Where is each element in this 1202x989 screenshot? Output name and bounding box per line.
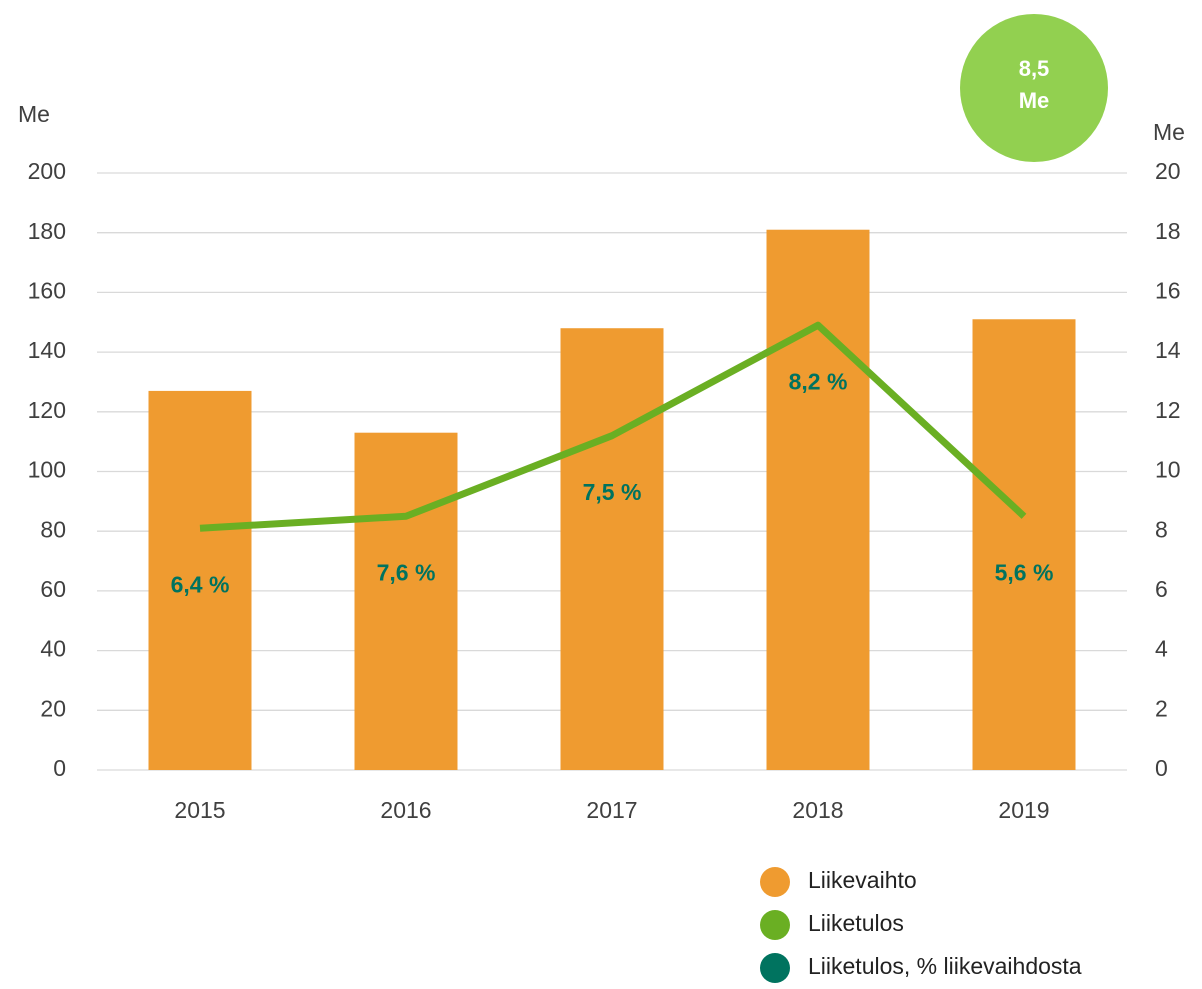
- bar: [354, 432, 458, 770]
- y2-axis-label: Me: [1153, 119, 1185, 145]
- y2-tick-label: 0: [1155, 755, 1168, 781]
- annotation-text: 8,5: [1019, 56, 1050, 81]
- y2-tick-label: 2: [1155, 695, 1168, 721]
- y-tick-label: 180: [28, 218, 66, 244]
- data-label: 6,4 %: [171, 571, 230, 597]
- data-label: 8,2 %: [789, 368, 848, 394]
- y-tick-label: 200: [28, 158, 66, 184]
- legend-marker: [760, 910, 790, 940]
- y-tick-label: 140: [28, 337, 66, 363]
- y-tick-label: 60: [40, 576, 66, 602]
- x-tick-label: 2016: [380, 797, 431, 823]
- y2-tick-label: 12: [1155, 397, 1181, 423]
- y2-tick-label: 18: [1155, 218, 1181, 244]
- legend-label: Liiketulos, % liikevaihdosta: [808, 953, 1082, 979]
- data-label: 7,5 %: [583, 479, 642, 505]
- y2-tick-label: 16: [1155, 277, 1181, 303]
- y-tick-label: 160: [28, 277, 66, 303]
- y2-tick-label: 6: [1155, 576, 1168, 602]
- legend-label: Liikevaihto: [808, 867, 917, 893]
- data-label: 7,6 %: [377, 559, 436, 585]
- y2-tick-label: 4: [1155, 636, 1168, 662]
- line: [199, 321, 1027, 532]
- bar: [148, 390, 252, 770]
- bar: [766, 229, 870, 771]
- annotation-bubble: [960, 14, 1108, 162]
- x-tick-label: 2019: [998, 797, 1049, 823]
- y2-tick-label: 20: [1155, 158, 1181, 184]
- y-tick-label: 100: [28, 457, 66, 483]
- y2-tick-label: 14: [1155, 337, 1181, 363]
- y-tick-label: 120: [28, 397, 66, 423]
- x-tick-label: 2017: [586, 797, 637, 823]
- legend-marker: [760, 867, 790, 897]
- y-tick-label: 40: [40, 636, 66, 662]
- bar: [972, 319, 1076, 770]
- annotation-text: Me: [1019, 88, 1050, 113]
- x-tick-label: 2015: [174, 797, 225, 823]
- x-tick-label: 2018: [792, 797, 843, 823]
- y-tick-label: 20: [40, 695, 66, 721]
- y-axis-label: Me: [18, 101, 50, 127]
- legend-label: Liiketulos: [808, 910, 904, 936]
- y-tick-label: 0: [53, 755, 66, 781]
- bar: [560, 328, 664, 770]
- y-tick-label: 80: [40, 516, 66, 542]
- y2-tick-label: 10: [1155, 457, 1181, 483]
- legend-marker: [760, 953, 790, 983]
- y2-tick-label: 8: [1155, 516, 1168, 542]
- data-label: 5,6 %: [995, 559, 1054, 585]
